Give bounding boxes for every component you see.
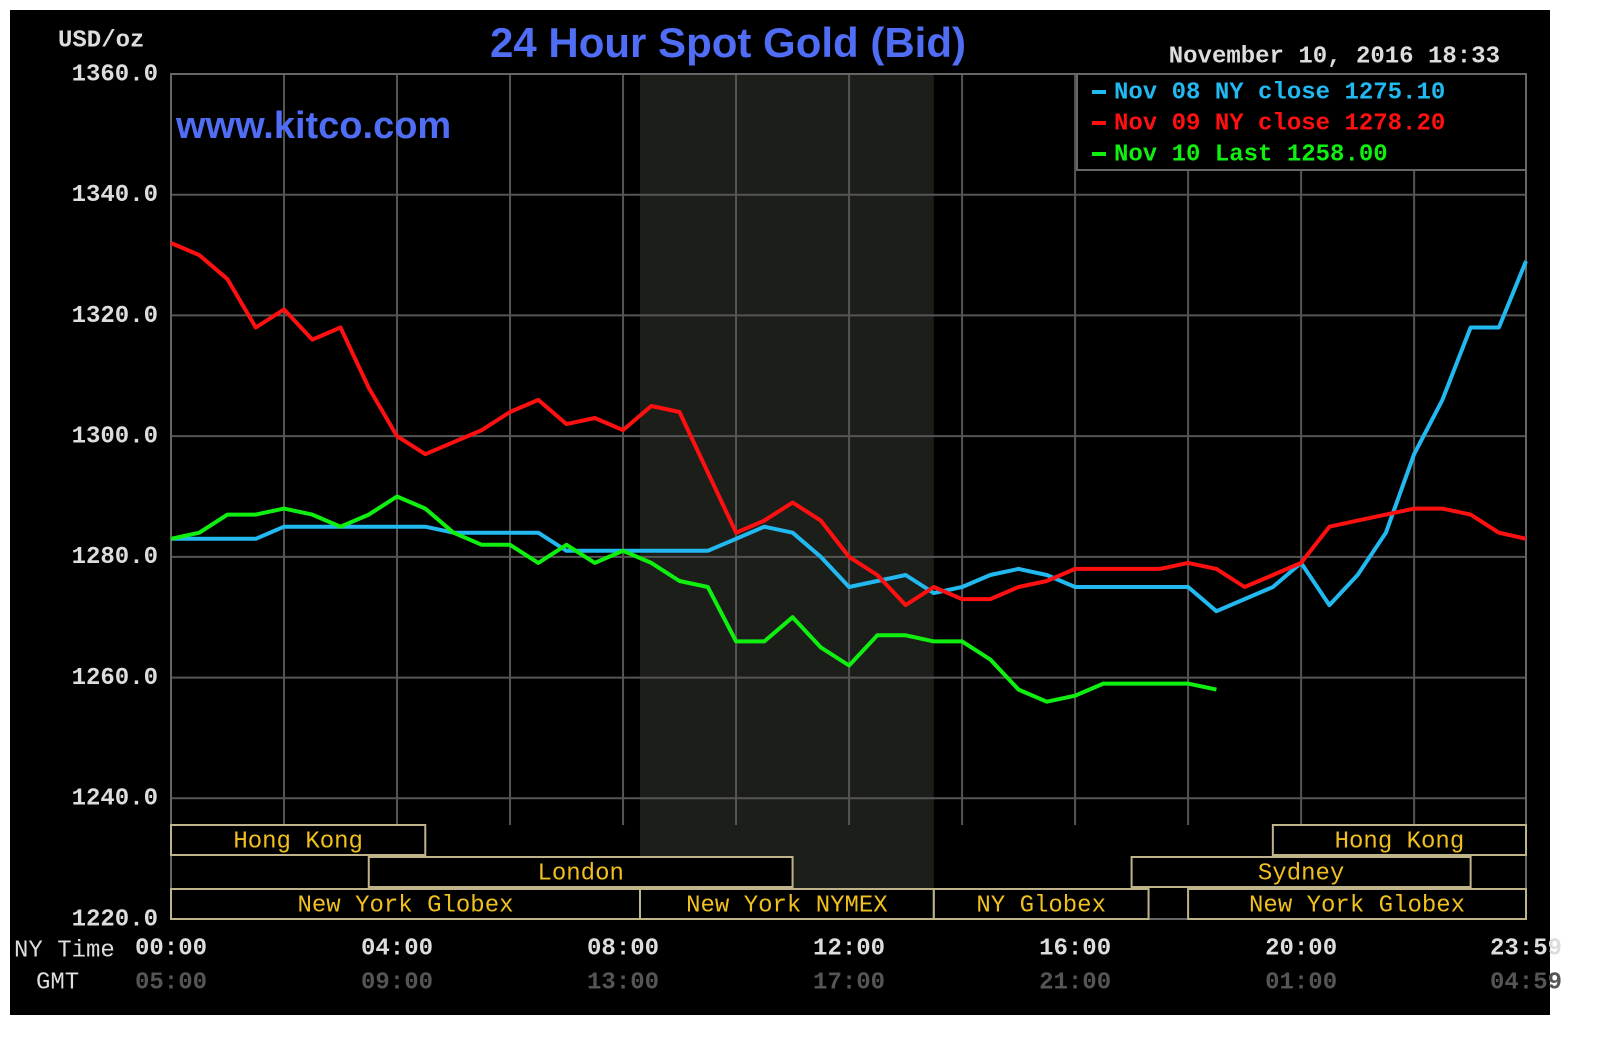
series-line bbox=[170, 241, 1527, 608]
y-axis-label: USD/oz bbox=[58, 27, 144, 54]
chart-title: 24 Hour Spot Gold (Bid) bbox=[490, 19, 966, 66]
session-label: New York Globex bbox=[1249, 892, 1465, 919]
x-tick-label: 12:00 bbox=[813, 935, 885, 962]
session-bar bbox=[932, 888, 1150, 920]
y-tick-label: 1300.0 bbox=[72, 423, 158, 450]
session-bar bbox=[638, 888, 935, 920]
x2-tick-label: 13:00 bbox=[587, 969, 659, 996]
session-label: New York NYMEX bbox=[686, 892, 888, 919]
session-bar bbox=[367, 856, 794, 888]
y-tick-label: 1220.0 bbox=[72, 906, 158, 933]
y-tick-label: 1240.0 bbox=[72, 786, 158, 813]
session-label: Hong Kong bbox=[1335, 828, 1465, 855]
session-label: London bbox=[537, 860, 623, 887]
legend-label: Nov 09 NY close 1278.20 bbox=[1114, 110, 1445, 137]
y-tick-label: 1360.0 bbox=[72, 61, 158, 88]
y-tick-label: 1260.0 bbox=[72, 665, 158, 692]
watermark: www.kitco.com bbox=[175, 105, 451, 147]
highlight-band bbox=[639, 74, 934, 919]
x2-tick-label: 17:00 bbox=[813, 969, 885, 996]
y-tick-label: 1320.0 bbox=[72, 303, 158, 330]
session-label: New York Globex bbox=[297, 892, 513, 919]
legend-label: Nov 10 Last 1258.00 bbox=[1114, 141, 1388, 168]
x-tick-label: 20:00 bbox=[1265, 935, 1337, 962]
x2-tick-label: 01:00 bbox=[1265, 969, 1337, 996]
legend-box bbox=[1076, 73, 1527, 171]
y-tick-label: 1340.0 bbox=[72, 182, 158, 209]
series-line bbox=[170, 494, 1217, 704]
session-bar bbox=[170, 824, 427, 856]
x2-axis-label: GMT bbox=[36, 969, 79, 996]
x-tick-label: 16:00 bbox=[1039, 935, 1111, 962]
session-bar bbox=[170, 888, 641, 920]
session-label: NY Globex bbox=[976, 892, 1106, 919]
x-tick-label: 04:00 bbox=[361, 935, 433, 962]
session-bar bbox=[1130, 856, 1472, 888]
legend-label: Nov 08 NY close 1275.10 bbox=[1114, 79, 1445, 106]
x2-tick-label: 05:00 bbox=[135, 969, 207, 996]
session-label: Hong Kong bbox=[233, 828, 363, 855]
session-bar bbox=[1187, 888, 1527, 920]
y-tick-label: 1280.0 bbox=[72, 544, 158, 571]
x-tick-label: 08:00 bbox=[587, 935, 659, 962]
session-label: Sydney bbox=[1258, 860, 1344, 887]
x-tick-label: 00:00 bbox=[135, 935, 207, 962]
chart-subtitle: November 10, 2016 18:33 bbox=[1169, 43, 1500, 70]
x2-tick-label: 21:00 bbox=[1039, 969, 1111, 996]
x2-tick-label: 09:00 bbox=[361, 969, 433, 996]
x-tick-label: 23:59 bbox=[1490, 935, 1562, 962]
x2-tick-label: 04:59 bbox=[1490, 969, 1562, 996]
session-bar bbox=[1271, 824, 1527, 856]
x-axis-label: NY Time bbox=[14, 937, 115, 964]
